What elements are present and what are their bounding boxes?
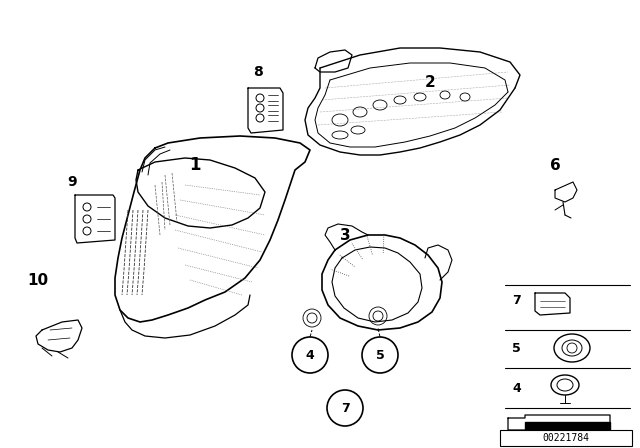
Text: 8: 8 [253,65,263,79]
Text: 00221784: 00221784 [543,433,589,443]
Polygon shape [525,422,610,430]
Text: 1: 1 [189,156,201,174]
Text: 7: 7 [512,293,521,306]
Text: 10: 10 [28,272,49,288]
Text: 5: 5 [512,341,521,354]
Text: 9: 9 [67,175,77,189]
Text: 6: 6 [550,158,561,172]
Text: 4: 4 [306,349,314,362]
Text: 3: 3 [340,228,350,242]
Text: 4: 4 [512,382,521,395]
Text: 7: 7 [340,401,349,414]
Text: 5: 5 [376,349,385,362]
FancyBboxPatch shape [500,430,632,446]
Text: 2: 2 [424,74,435,90]
